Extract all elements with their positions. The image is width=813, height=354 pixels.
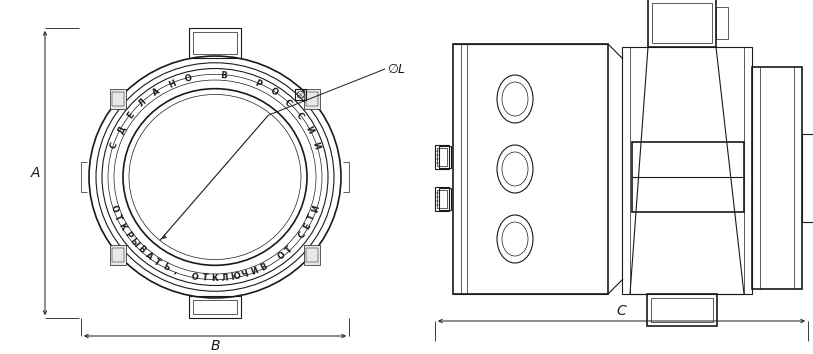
Bar — [193, 300, 237, 314]
Text: С: С — [282, 97, 293, 108]
Text: Р: Р — [122, 230, 133, 240]
Text: A: A — [30, 166, 40, 180]
Text: Е: Е — [125, 110, 136, 120]
Bar — [439, 145, 451, 167]
Text: К: К — [211, 274, 219, 283]
Text: И: И — [250, 266, 260, 277]
Text: $\varnothing$L: $\varnothing$L — [387, 62, 406, 76]
Text: А: А — [151, 87, 162, 98]
Bar — [622, 47, 752, 294]
Text: О: О — [190, 272, 199, 282]
Bar — [752, 67, 802, 289]
Bar — [306, 92, 318, 106]
Bar — [439, 188, 451, 210]
Bar — [303, 245, 320, 265]
Text: Т: Т — [307, 213, 318, 222]
Text: C: C — [616, 304, 626, 318]
Text: Р: Р — [254, 79, 263, 90]
Text: Ы: Ы — [128, 236, 140, 249]
Text: О: О — [268, 87, 279, 98]
Text: Л: Л — [221, 274, 229, 283]
Text: Т: Т — [284, 245, 294, 255]
Bar — [453, 44, 608, 294]
Bar — [112, 92, 124, 106]
Text: С: С — [294, 110, 305, 121]
Text: Ю: Ю — [229, 272, 241, 282]
Bar — [189, 28, 241, 58]
Bar — [193, 32, 237, 54]
Bar — [652, 3, 712, 43]
Bar — [112, 248, 124, 262]
Bar — [189, 296, 241, 318]
Bar — [651, 298, 713, 322]
Bar — [716, 7, 728, 39]
Bar — [647, 294, 717, 326]
Text: О: О — [184, 73, 193, 84]
Text: Н: Н — [167, 79, 177, 90]
Bar — [303, 89, 320, 109]
Bar — [306, 248, 318, 262]
Text: Т: Т — [202, 274, 208, 283]
Text: С: С — [297, 230, 307, 240]
Text: Ч: Ч — [241, 269, 250, 280]
Text: В: В — [220, 71, 228, 80]
Text: Т: Т — [152, 257, 162, 268]
Bar — [437, 148, 447, 166]
Text: И: И — [311, 204, 321, 213]
Text: Д: Д — [115, 125, 127, 135]
Bar — [111, 89, 127, 109]
Text: Е: Е — [302, 222, 313, 231]
Text: Т: Т — [112, 213, 123, 222]
Text: О: О — [109, 204, 120, 213]
Text: Л: Л — [137, 97, 148, 108]
Bar — [435, 144, 449, 169]
Text: B: B — [211, 339, 220, 353]
Bar — [435, 187, 449, 211]
Text: В: В — [136, 244, 146, 255]
Bar — [295, 89, 307, 100]
Text: С: С — [109, 141, 120, 150]
Text: А: А — [143, 251, 154, 262]
Bar — [632, 142, 744, 211]
Text: К: К — [117, 221, 128, 232]
Bar — [802, 133, 813, 222]
Text: ,: , — [172, 267, 178, 276]
Text: О: О — [276, 251, 287, 262]
Text: Ь: Ь — [161, 262, 171, 273]
Text: И: И — [303, 125, 315, 135]
Text: И: И — [311, 141, 321, 150]
Text: В: В — [259, 262, 269, 273]
Bar — [437, 190, 447, 208]
Bar — [648, 0, 716, 47]
Bar — [111, 245, 127, 265]
